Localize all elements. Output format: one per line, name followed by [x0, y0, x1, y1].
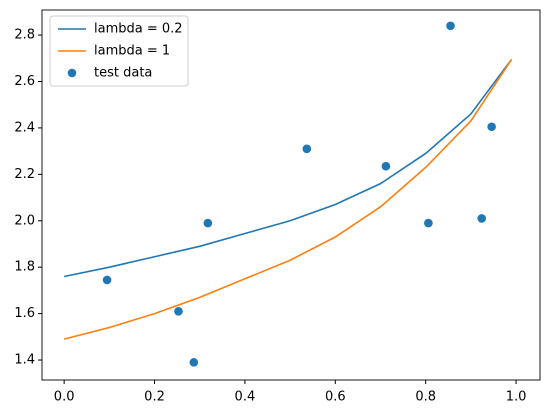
x-tick-label: 0.8 — [415, 390, 436, 405]
legend-label: lambda = 1 — [94, 44, 170, 59]
y-tick-label: 1.8 — [14, 260, 35, 275]
y-tick-label: 2.8 — [14, 28, 35, 43]
legend-label: lambda = 0.2 — [94, 22, 183, 37]
point — [302, 144, 312, 154]
point — [102, 275, 112, 285]
point — [203, 218, 213, 228]
y-tick-label: 1.6 — [14, 306, 35, 321]
x-tick-label: 0.0 — [54, 390, 75, 405]
y-tick-label: 2.4 — [14, 120, 35, 135]
point — [446, 21, 455, 31]
line — [63, 59, 513, 340]
y-tick-label: 2.6 — [14, 74, 35, 89]
y-tick-label: 1.4 — [14, 353, 35, 368]
point — [189, 358, 199, 367]
x-tick-label: 0.2 — [144, 390, 165, 405]
plot-frame — [41, 9, 541, 381]
legend — [49, 15, 189, 87]
point — [477, 214, 487, 223]
legend-label: test data — [94, 66, 152, 81]
y-tick-label: 2.2 — [14, 167, 35, 182]
x-tick-label: 1.0 — [506, 390, 527, 405]
x-tick-label: 0.6 — [325, 390, 346, 405]
line — [63, 58, 513, 278]
point — [424, 218, 433, 228]
x-tick-label: 0.4 — [235, 390, 256, 405]
point — [381, 161, 391, 171]
y-tick-label: 2.0 — [14, 213, 35, 228]
legend-marker — [67, 68, 77, 78]
point — [487, 122, 496, 132]
point — [174, 306, 183, 316]
